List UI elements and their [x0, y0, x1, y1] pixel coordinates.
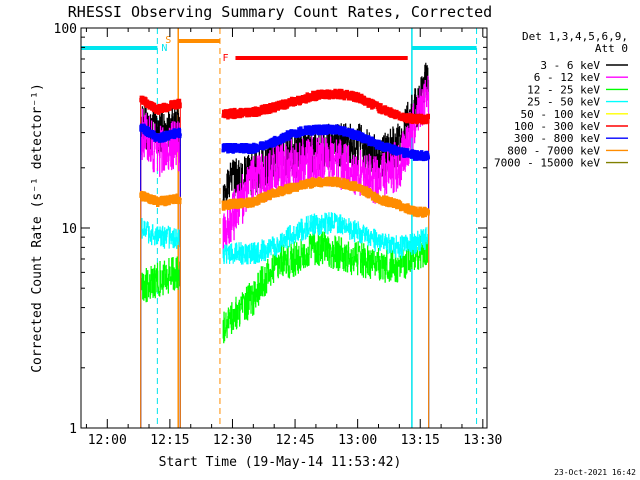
- legend-label-4: 50 - 100 keV: [521, 108, 601, 121]
- x-axis: 12:00 12:15 12:30 12:45 13:00 13:15 13:30: [85, 28, 502, 448]
- y-axis: 1 10 100: [54, 22, 487, 437]
- x-tick-label-4: 13:00: [338, 433, 377, 448]
- legend-label-8: 7000 - 15000 keV: [494, 157, 600, 170]
- legend-label-3: 25 - 50 keV: [527, 96, 600, 109]
- night-label-0: N: [161, 43, 167, 54]
- flare-label: F: [222, 53, 228, 64]
- x-tick-label-1: 12:15: [150, 433, 189, 448]
- legend-label-6: 300 - 800 keV: [514, 132, 600, 145]
- legend-label-0: 3 - 6 keV: [540, 59, 600, 72]
- series-line-1: [140, 75, 429, 254]
- series-line-2: [140, 231, 429, 344]
- chart-title: RHESSI Observing Summary Count Rates, Co…: [68, 3, 492, 21]
- legend-label-1: 6 - 12 keV: [534, 71, 601, 84]
- legend-header-detectors: Det 1,3,4,5,6,9,: [522, 30, 628, 43]
- series-line-6: [139, 123, 430, 162]
- series-line-3: [140, 212, 429, 265]
- series-line-7: [139, 176, 430, 218]
- series-layer: [139, 62, 430, 428]
- x-tick-label-3: 12:45: [275, 433, 314, 448]
- x-tick-label-0: 12:00: [88, 433, 127, 448]
- legend-label-7: 800 - 7000 keV: [507, 144, 600, 157]
- x-axis-label: Start Time (19-May-14 11:53:42): [159, 455, 402, 470]
- y-tick-label-0: 1: [69, 422, 77, 437]
- legend-header-attenuator: Att 0: [595, 42, 628, 55]
- y-tick-label-2: 100: [54, 22, 77, 37]
- legend-label-5: 100 - 300 keV: [514, 120, 600, 133]
- y-axis-label: Corrected Count Rate (s⁻¹ detector⁻¹): [30, 83, 45, 373]
- x-tick-label-2: 12:30: [213, 433, 252, 448]
- legend-label-2: 12 - 25 keV: [527, 83, 600, 96]
- saa-label: S: [165, 35, 171, 46]
- y-tick-label-1: 10: [61, 222, 77, 237]
- timestamp: 23-Oct-2021 16:42: [554, 468, 636, 477]
- x-tick-label-6: 13:30: [463, 433, 502, 448]
- series-line-5: [139, 88, 430, 125]
- x-tick-label-5: 13:15: [401, 433, 440, 448]
